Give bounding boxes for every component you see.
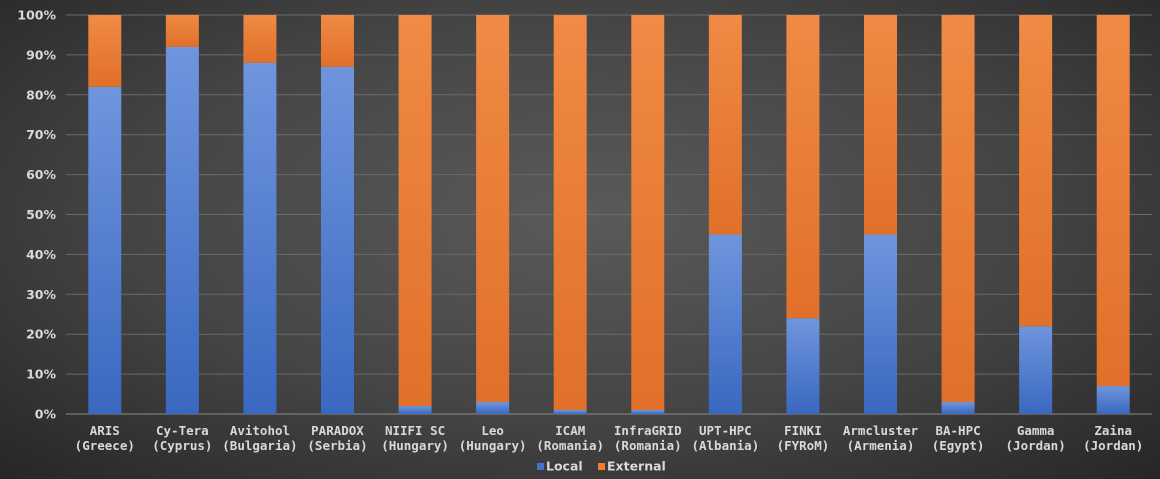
- legend-swatch-local: [537, 463, 544, 470]
- category-label-name: Armcluster: [843, 423, 919, 438]
- bar-local-11: [864, 234, 897, 414]
- y-tick-label: 30%: [26, 287, 56, 302]
- category-label-country: (Serbia): [307, 438, 367, 453]
- bars: [88, 15, 1130, 415]
- bar-local-14: [1096, 386, 1130, 414]
- bar-local-9: [708, 234, 742, 414]
- bar-local-12: [941, 402, 975, 414]
- legend: Local External: [537, 459, 666, 474]
- category-label-country: (Hungary): [381, 438, 449, 453]
- category-label-country: (Hungary): [459, 438, 527, 453]
- y-tick-label: 10%: [26, 367, 56, 382]
- category-label-name: Avitohol: [230, 423, 290, 438]
- bar-local-8: [631, 410, 665, 414]
- bar-external-7: [553, 15, 587, 411]
- category-label-country: (Jordan): [1006, 438, 1066, 453]
- category-label-name: Cy-Tera: [156, 423, 209, 438]
- category-label-country: (FYRoM): [777, 438, 830, 453]
- category-label-country: (Romania): [614, 438, 682, 453]
- bar-external-14: [1096, 15, 1130, 387]
- category-label-country: (Cyprus): [152, 438, 212, 453]
- bar-external-10: [786, 15, 820, 319]
- bar-external-1: [88, 15, 122, 87]
- bar-external-4: [321, 15, 354, 67]
- category-label-country: (Armenia): [847, 438, 915, 453]
- category-label-name: FINKI: [784, 423, 822, 438]
- bar-external-6: [476, 15, 510, 403]
- bar-external-3: [243, 15, 277, 63]
- y-tick-label: 40%: [26, 247, 56, 262]
- bar-local-7: [553, 410, 587, 414]
- bar-local-4: [321, 66, 354, 415]
- bar-external-11: [864, 15, 897, 235]
- category-label-name: ARIS: [90, 423, 120, 438]
- bar-external-13: [1019, 15, 1053, 327]
- category-label-country: (Greece): [75, 438, 135, 453]
- gridlines: [66, 14, 1152, 415]
- category-label-name: ICAM: [555, 423, 585, 438]
- bar-local-13: [1019, 326, 1053, 414]
- category-label-name: Gamma: [1017, 423, 1055, 438]
- y-axis-tick-labels: 0% 10% 20% 30% 40% 50% 60% 70% 80% 90% 100%: [17, 8, 56, 422]
- y-tick-label: 90%: [26, 47, 56, 62]
- bar-local-6: [476, 402, 510, 414]
- category-label-country: (Romania): [536, 438, 604, 453]
- category-label-country: (Egypt): [932, 438, 985, 453]
- y-tick-label: 70%: [26, 127, 56, 142]
- category-label-name: InfraGRID: [614, 423, 682, 438]
- category-label-name: UPT-HPC: [699, 423, 752, 438]
- category-label-name: Leo: [481, 423, 504, 438]
- bar-external-5: [398, 15, 432, 407]
- y-tick-label: 80%: [26, 87, 56, 102]
- category-label-country: (Bulgaria): [222, 438, 297, 453]
- category-label-name: Zaina: [1094, 423, 1132, 438]
- category-label-country: (Jordan): [1083, 438, 1143, 453]
- bar-external-2: [165, 15, 199, 47]
- bar-external-12: [941, 15, 975, 403]
- bar-local-5: [398, 406, 432, 414]
- legend-label-external: External: [607, 459, 666, 474]
- y-tick-label: 0%: [35, 407, 57, 422]
- legend-label-local: Local: [546, 459, 583, 474]
- bar-local-2: [165, 46, 199, 415]
- y-tick-label: 50%: [26, 207, 56, 222]
- y-tick-label: 20%: [26, 327, 56, 342]
- y-tick-label: 60%: [26, 167, 56, 182]
- category-label-name: BA-HPC: [935, 423, 980, 438]
- category-label-country: (Albania): [691, 438, 759, 453]
- category-label-name: NIIFI SC: [385, 423, 445, 438]
- category-label-name: PARADOX: [311, 423, 364, 438]
- bar-local-10: [786, 318, 820, 414]
- bar-external-8: [631, 15, 665, 411]
- bar-external-9: [708, 15, 742, 235]
- legend-swatch-external: [598, 463, 605, 470]
- y-tick-label: 100%: [17, 8, 56, 23]
- bar-local-3: [243, 62, 277, 414]
- bar-local-1: [88, 86, 122, 414]
- x-axis-category-labels: ARIS(Greece) Cy-Tera(Cyprus) Avitohol(Bulg…: [75, 423, 1144, 453]
